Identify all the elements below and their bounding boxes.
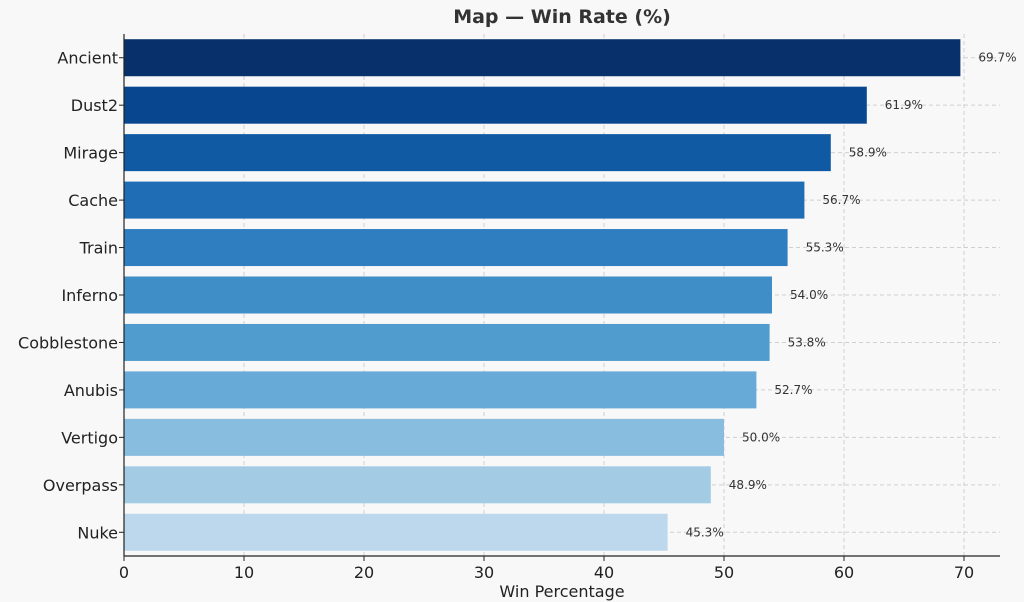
data-label-anubis: 52.7% [774, 383, 812, 397]
data-label-vertigo: 50.0% [742, 430, 780, 444]
data-labels: 69.7% 61.9% 58.9% 56.7% 55.3% 54.0% 53.8% 52.7%… [686, 51, 1017, 540]
x-tick-labels: 0 10 20 30 40 50 60 70 [119, 556, 974, 582]
category-label-anubis: Anubis [64, 381, 118, 400]
x-axis-title: Win Percentage [499, 582, 624, 601]
bar-ancient [124, 39, 961, 77]
category-label-cobblestone: Cobblestone [18, 333, 118, 352]
x-tick-label: 10 [234, 563, 254, 582]
chart-title: Map — Win Rate (%) [453, 6, 671, 28]
bar-inferno [124, 276, 772, 314]
bar-overpass [124, 466, 711, 504]
category-label-cache: Cache [68, 191, 118, 210]
category-label-nuke: Nuke [77, 523, 118, 542]
x-tick-label: 70 [954, 563, 974, 582]
bar-anubis [124, 371, 757, 409]
x-tick-label: 50 [714, 563, 734, 582]
data-label-overpass: 48.9% [729, 478, 767, 492]
bar-train [124, 229, 788, 267]
bar-cobblestone [124, 323, 770, 361]
x-tick-label: 0 [119, 563, 129, 582]
data-label-nuke: 45.3% [686, 525, 724, 539]
bar-nuke [124, 513, 668, 551]
category-label-vertigo: Vertigo [61, 428, 118, 447]
data-label-inferno: 54.0% [790, 288, 828, 302]
category-labels: Ancient Dust2 Mirage Cache Train Inferno Cobbl… [18, 49, 124, 542]
data-label-ancient: 69.7% [978, 51, 1016, 65]
category-label-dust2: Dust2 [71, 96, 118, 115]
x-tick-label: 30 [474, 563, 494, 582]
data-label-mirage: 58.9% [849, 146, 887, 160]
x-tick-label: 60 [834, 563, 854, 582]
x-tick-label: 40 [594, 563, 614, 582]
data-label-cache: 56.7% [822, 193, 860, 207]
category-label-inferno: Inferno [61, 286, 118, 305]
x-tick-label: 20 [354, 563, 374, 582]
category-label-overpass: Overpass [43, 476, 118, 495]
category-label-train: Train [79, 239, 118, 258]
data-label-cobblestone: 53.8% [788, 335, 826, 349]
bar-cache [124, 181, 805, 219]
category-label-mirage: Mirage [63, 144, 118, 163]
category-label-ancient: Ancient [57, 49, 118, 68]
bar-dust2 [124, 86, 867, 124]
bar-mirage [124, 134, 831, 172]
data-label-dust2: 61.9% [885, 98, 923, 112]
bar-vertigo [124, 418, 724, 456]
bars [124, 39, 961, 551]
data-label-train: 55.3% [806, 241, 844, 255]
